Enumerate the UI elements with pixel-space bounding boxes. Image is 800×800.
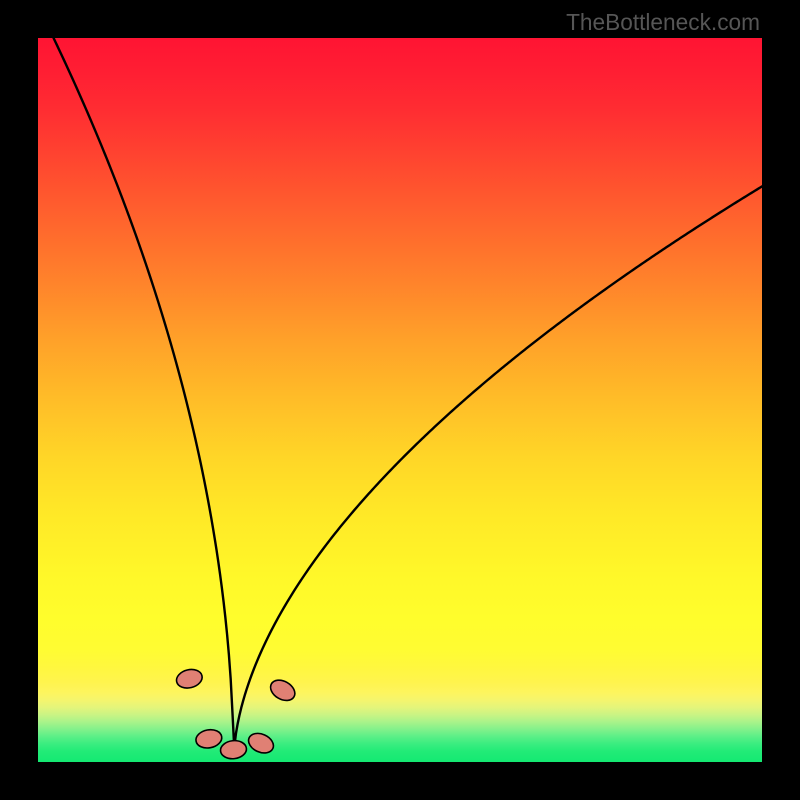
- bottleneck-curve: [54, 38, 762, 748]
- curve-marker: [267, 676, 299, 705]
- curve-marker: [194, 728, 223, 750]
- watermark-text: TheBottleneck.com: [566, 9, 760, 36]
- bottleneck-curve-layer: [38, 38, 762, 762]
- canvas-root: TheBottleneck.com: [0, 0, 800, 800]
- curve-marker: [175, 667, 205, 691]
- curve-marker: [220, 739, 248, 760]
- curve-marker: [245, 730, 276, 757]
- marker-group: [175, 667, 299, 760]
- plot-area: [38, 38, 762, 762]
